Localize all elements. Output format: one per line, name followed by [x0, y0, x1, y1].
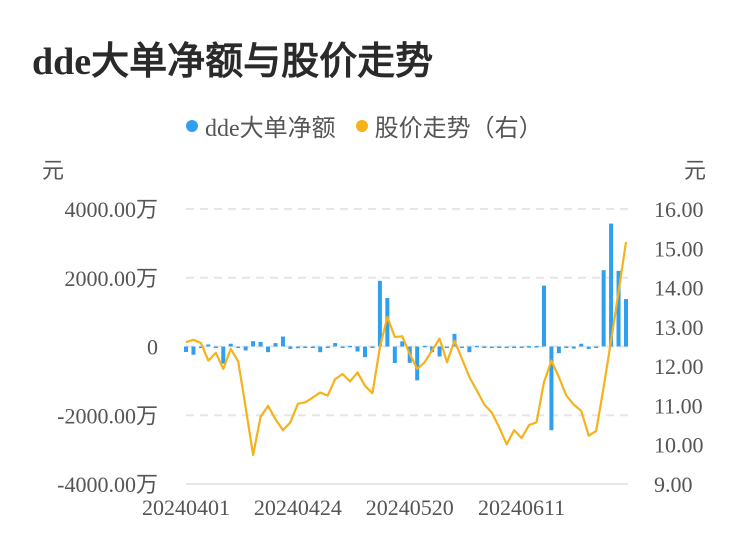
legend-marker-dde: [186, 119, 198, 132]
bar[interactable]: [288, 346, 293, 349]
left-tick-label: 0: [147, 335, 158, 360]
bar[interactable]: [519, 346, 524, 349]
bar[interactable]: [303, 346, 308, 349]
bar[interactable]: [266, 346, 271, 353]
bar[interactable]: [318, 346, 323, 353]
x-tick-label: 20240424: [254, 495, 342, 520]
bar[interactable]: [355, 346, 360, 352]
right-tick-label: 15.00: [654, 236, 704, 261]
bar[interactable]: [527, 346, 532, 348]
bar[interactable]: [541, 285, 546, 347]
right-tick-label: 16.00: [654, 197, 704, 222]
bar[interactable]: [295, 346, 300, 349]
bar[interactable]: [504, 346, 509, 349]
right-tick-label: 12.00: [654, 354, 704, 379]
bar[interactable]: [333, 343, 338, 347]
bar[interactable]: [370, 346, 375, 349]
bar[interactable]: [497, 346, 502, 349]
bar[interactable]: [586, 346, 591, 349]
price-line[interactable]: [185, 241, 628, 457]
bar[interactable]: [415, 346, 420, 381]
bar[interactable]: [206, 344, 211, 347]
bar[interactable]: [325, 346, 330, 349]
bar[interactable]: [445, 346, 450, 349]
right-tick-label: 14.00: [654, 276, 704, 301]
bar[interactable]: [616, 270, 621, 347]
bar[interactable]: [377, 280, 382, 347]
bar[interactable]: [310, 346, 315, 349]
left-tick-label: -2000.00万: [57, 403, 158, 428]
bar[interactable]: [258, 341, 263, 347]
bar[interactable]: [459, 346, 464, 349]
right-tick-label: 11.00: [654, 393, 703, 418]
bar[interactable]: [489, 346, 494, 349]
bar[interactable]: [571, 346, 576, 349]
bar[interactable]: [474, 345, 479, 348]
bar[interactable]: [437, 346, 442, 357]
bar[interactable]: [482, 346, 487, 349]
legend-item-price[interactable]: 股价走势（右）: [355, 108, 543, 143]
bar[interactable]: [228, 343, 233, 347]
legend-item-dde[interactable]: dde大单净额: [186, 108, 336, 143]
bar[interactable]: [422, 345, 427, 348]
bar[interactable]: [579, 343, 584, 347]
x-tick-label: 20240520: [366, 495, 454, 520]
bar[interactable]: [236, 346, 241, 349]
right-tick-label: 13.00: [654, 315, 704, 340]
legend-marker-price: [355, 119, 368, 132]
right-axis-unit: 元: [684, 158, 706, 183]
right-tick-label: 10.00: [654, 433, 704, 458]
bar[interactable]: [467, 346, 472, 353]
bar[interactable]: [556, 346, 561, 354]
bar[interactable]: [340, 346, 345, 349]
right-tick-label: 9.00: [654, 472, 693, 497]
bar[interactable]: [385, 298, 390, 347]
bar[interactable]: [273, 343, 278, 347]
left-tick-label: 2000.00万: [64, 266, 158, 291]
bar[interactable]: [198, 346, 203, 349]
left-tick-label: -4000.00万: [57, 472, 158, 497]
bar[interactable]: [564, 346, 569, 349]
bar[interactable]: [392, 346, 397, 364]
bar[interactable]: [534, 345, 539, 348]
legend-label-dde: dde大单净额: [205, 116, 336, 142]
bar[interactable]: [191, 346, 196, 355]
bar[interactable]: [348, 345, 353, 348]
left-tick-label: 4000.00万: [64, 197, 158, 222]
bar[interactable]: [184, 346, 188, 353]
bar[interactable]: [400, 341, 405, 347]
bar[interactable]: [549, 346, 554, 431]
x-tick-label: 20240611: [478, 495, 565, 520]
chart-title: dde大单净额与股价走势: [32, 41, 434, 83]
bar[interactable]: [221, 346, 226, 364]
bar[interactable]: [601, 270, 606, 347]
bar[interactable]: [609, 223, 614, 347]
x-tick-label: 20240401: [142, 495, 230, 520]
bar[interactable]: [213, 346, 218, 349]
legend: dde大单净额 股价走势（右）: [186, 108, 563, 143]
legend-label-price: 股价走势（右）: [374, 116, 543, 142]
bar[interactable]: [251, 341, 256, 347]
bar[interactable]: [362, 346, 367, 358]
bar[interactable]: [594, 346, 599, 349]
bar[interactable]: [280, 336, 285, 347]
left-axis-unit: 元: [42, 158, 64, 183]
bar[interactable]: [512, 346, 517, 349]
bar[interactable]: [243, 346, 248, 351]
bar[interactable]: [624, 299, 628, 347]
